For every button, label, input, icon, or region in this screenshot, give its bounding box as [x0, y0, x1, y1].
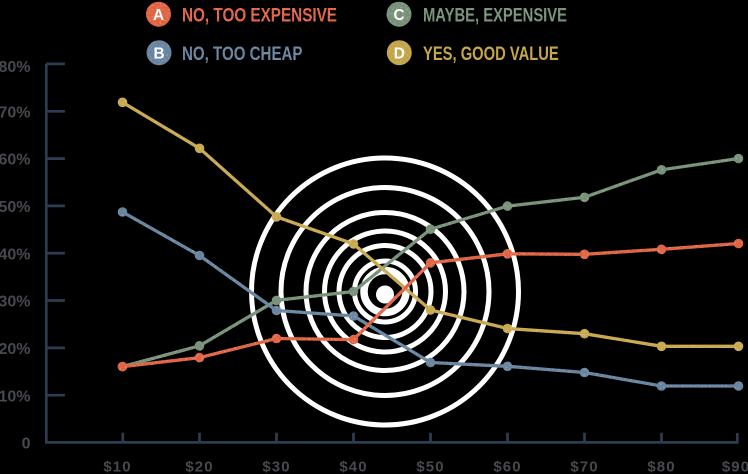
svg-text:$40: $40	[339, 459, 367, 474]
svg-text:40%: 40%	[0, 246, 31, 263]
svg-text:$30: $30	[262, 459, 290, 474]
svg-text:D: D	[394, 46, 405, 63]
svg-text:70%: 70%	[0, 104, 31, 121]
svg-text:MAYBE, EXPENSIVE: MAYBE, EXPENSIVE	[423, 6, 567, 27]
svg-text:60%: 60%	[0, 152, 31, 169]
svg-text:$60: $60	[493, 459, 521, 474]
svg-text:$20: $20	[185, 459, 213, 474]
svg-text:20%: 20%	[0, 341, 31, 358]
svg-text:C: C	[393, 7, 404, 24]
svg-text:NO, TOO CHEAP: NO, TOO CHEAP	[182, 44, 303, 65]
svg-text:NO, TOO EXPENSIVE: NO, TOO EXPENSIVE	[182, 6, 337, 27]
svg-text:$10: $10	[103, 459, 131, 474]
svg-text:80%: 80%	[0, 59, 31, 76]
svg-text:30%: 30%	[0, 294, 31, 311]
svg-text:A: A	[153, 7, 164, 24]
svg-text:$70: $70	[570, 459, 598, 474]
svg-text:$80: $80	[647, 459, 675, 474]
svg-text:50%: 50%	[0, 199, 31, 216]
svg-text:$50: $50	[416, 459, 444, 474]
svg-text:YES, GOOD VALUE: YES, GOOD VALUE	[423, 44, 559, 65]
svg-text:B: B	[153, 46, 164, 63]
svg-text:10%: 10%	[0, 388, 31, 405]
svg-text:$90: $90	[722, 459, 748, 474]
svg-text:0: 0	[22, 435, 31, 452]
